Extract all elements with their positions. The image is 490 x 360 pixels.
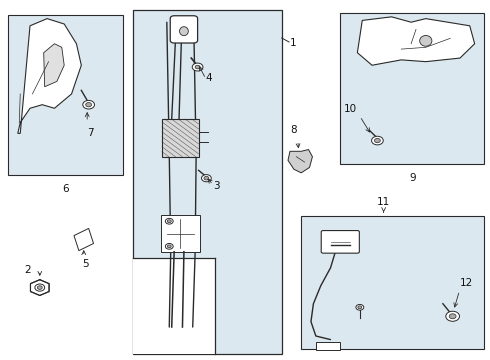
Circle shape [165, 219, 173, 224]
Circle shape [83, 100, 95, 109]
Circle shape [86, 103, 92, 107]
Circle shape [371, 136, 383, 145]
Ellipse shape [179, 27, 188, 36]
Polygon shape [44, 44, 64, 87]
Text: 11: 11 [377, 197, 390, 207]
Bar [340, 13, 485, 164]
Polygon shape [357, 17, 475, 65]
FancyBboxPatch shape [170, 16, 197, 43]
Polygon shape [288, 149, 313, 173]
Circle shape [192, 63, 203, 71]
Bar [301, 216, 485, 348]
Text: 4: 4 [206, 73, 213, 83]
Polygon shape [18, 19, 81, 134]
Text: 8: 8 [291, 125, 297, 135]
Text: 1: 1 [290, 38, 296, 48]
Text: 3: 3 [213, 181, 220, 191]
Text: 9: 9 [409, 173, 416, 183]
Bar [316, 342, 340, 350]
Bar [133, 257, 215, 354]
Bar [133, 10, 282, 354]
Circle shape [195, 65, 200, 69]
Circle shape [167, 220, 171, 223]
Circle shape [358, 306, 362, 309]
Circle shape [37, 286, 42, 289]
Circle shape [35, 284, 45, 291]
FancyBboxPatch shape [321, 230, 359, 253]
Circle shape [204, 176, 209, 180]
Text: 10: 10 [343, 104, 357, 114]
Ellipse shape [419, 36, 432, 46]
Circle shape [446, 311, 460, 321]
Circle shape [165, 243, 173, 249]
Text: 5: 5 [82, 259, 89, 269]
FancyBboxPatch shape [161, 215, 199, 252]
Text: 2: 2 [24, 265, 31, 275]
Polygon shape [74, 228, 94, 251]
Text: 6: 6 [62, 184, 69, 194]
Circle shape [449, 314, 456, 319]
Circle shape [374, 138, 380, 143]
Polygon shape [30, 280, 49, 296]
Bar [162, 119, 198, 157]
Circle shape [356, 305, 364, 310]
Circle shape [201, 175, 211, 182]
Bar [8, 15, 123, 175]
Circle shape [167, 245, 171, 248]
Text: 12: 12 [460, 278, 473, 288]
Text: 7: 7 [87, 128, 94, 138]
